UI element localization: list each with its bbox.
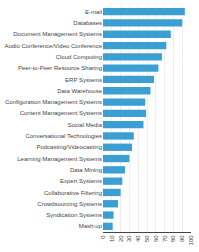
svg-text:30: 30 [126,235,132,242]
svg-text:Expert Systems: Expert Systems [60,178,102,184]
svg-text:Databases: Databases [73,20,102,26]
svg-text:90: 90 [179,235,185,242]
svg-text:Audio Conference/Video Confere: Audio Conference/Video Conference [4,43,102,49]
svg-text:Data Mining: Data Mining [70,167,102,173]
svg-text:Podcasting/Videocasting: Podcasting/Videocasting [36,144,102,150]
svg-text:0: 0 [100,235,106,239]
svg-text:Learning Management Systems: Learning Management Systems [17,156,102,162]
svg-text:40: 40 [135,235,141,242]
svg-text:Configuration Management Syste: Configuration Management Systems [5,99,102,105]
svg-text:Crowdsourcing Systems: Crowdsourcing Systems [37,201,102,207]
svg-text:80: 80 [170,235,176,242]
svg-text:100: 100 [188,235,194,246]
svg-text:Syndication Systems: Syndication Systems [46,212,102,218]
svg-text:Conversational Technologies: Conversational Technologies [25,133,102,139]
svg-text:60: 60 [153,235,159,242]
svg-text:70: 70 [162,235,168,242]
svg-text:Mash-up: Mash-up [79,223,103,229]
svg-text:10: 10 [109,235,115,242]
svg-text:Collaborative Filtering: Collaborative Filtering [44,190,102,196]
svg-text:ERP Systems: ERP Systems [65,77,102,83]
svg-text:Cloud Computing: Cloud Computing [56,54,102,60]
svg-text:Peer-to-Peer Resource Sharing: Peer-to-Peer Resource Sharing [18,65,102,71]
svg-text:Document Management Systems: Document Management Systems [13,31,102,37]
svg-text:Data Warehouse: Data Warehouse [57,88,102,94]
svg-text:20: 20 [118,235,124,242]
svg-text:E-mail: E-mail [85,9,102,15]
svg-text:Social Media: Social Media [68,122,103,128]
svg-text:50: 50 [144,235,150,242]
svg-text:Content Management Systems: Content Management Systems [20,110,102,116]
